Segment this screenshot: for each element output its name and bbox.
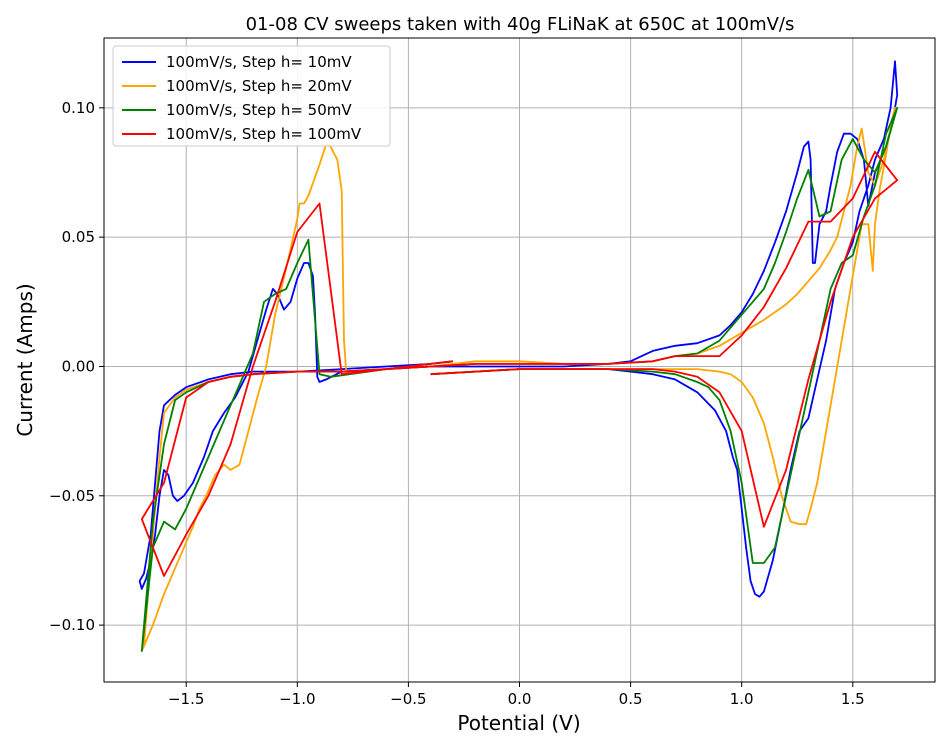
y-axis-label: Current (Amps): [13, 283, 37, 436]
legend-label-1: 100mV/s, Step h= 10mV: [166, 53, 352, 71]
x-tick-label: 0.5: [619, 690, 643, 708]
y-tick-label: −0.10: [49, 616, 95, 634]
series-line-2: [140, 106, 896, 652]
x-axis-ticks: −1.5 −1.0 −0.5 0.0 0.5 1.0 1.5: [168, 682, 865, 708]
legend: 100mV/s, Step h= 10mV 100mV/s, Step h= 20…: [112, 45, 391, 147]
y-tick-label: 0.10: [62, 99, 95, 117]
legend-label-3: 100mV/s, Step h= 50mV: [166, 101, 352, 119]
x-tick-label: −0.5: [390, 690, 426, 708]
y-tick-label: 0.05: [62, 228, 95, 246]
legend-box: [112, 45, 391, 147]
chart-title: 01-08 CV sweeps taken with 40g FLiNaK at…: [246, 14, 795, 35]
series-group: [138, 60, 899, 652]
x-axis-label: Potential (V): [457, 711, 580, 735]
y-tick-label: −0.05: [49, 487, 95, 505]
legend-label-4: 100mV/s, Step h= 100mV: [166, 125, 362, 143]
x-tick-label: −1.0: [279, 690, 315, 708]
x-tick-label: 1.0: [730, 690, 754, 708]
y-axis-ticks: −0.10 −0.05 0.00 0.05 0.10: [49, 99, 104, 634]
x-tick-label: 1.5: [841, 690, 865, 708]
y-tick-label: 0.00: [62, 357, 95, 375]
legend-label-2: 100mV/s, Step h= 20mV: [166, 77, 352, 95]
series-line-4: [140, 150, 899, 577]
x-tick-label: −1.5: [168, 690, 204, 708]
x-tick-label: 0.0: [508, 690, 532, 708]
